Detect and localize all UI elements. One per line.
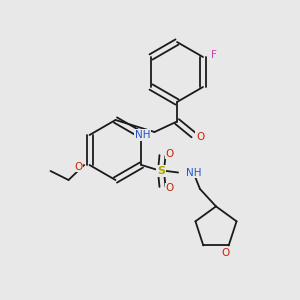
Text: O: O bbox=[222, 248, 230, 258]
Text: NH: NH bbox=[134, 130, 150, 140]
Text: O: O bbox=[166, 149, 174, 159]
Text: O: O bbox=[196, 131, 204, 142]
Text: NH: NH bbox=[187, 167, 202, 178]
Text: O: O bbox=[166, 183, 174, 193]
Text: F: F bbox=[211, 50, 216, 61]
Text: S: S bbox=[157, 166, 165, 176]
Text: O: O bbox=[75, 161, 83, 172]
